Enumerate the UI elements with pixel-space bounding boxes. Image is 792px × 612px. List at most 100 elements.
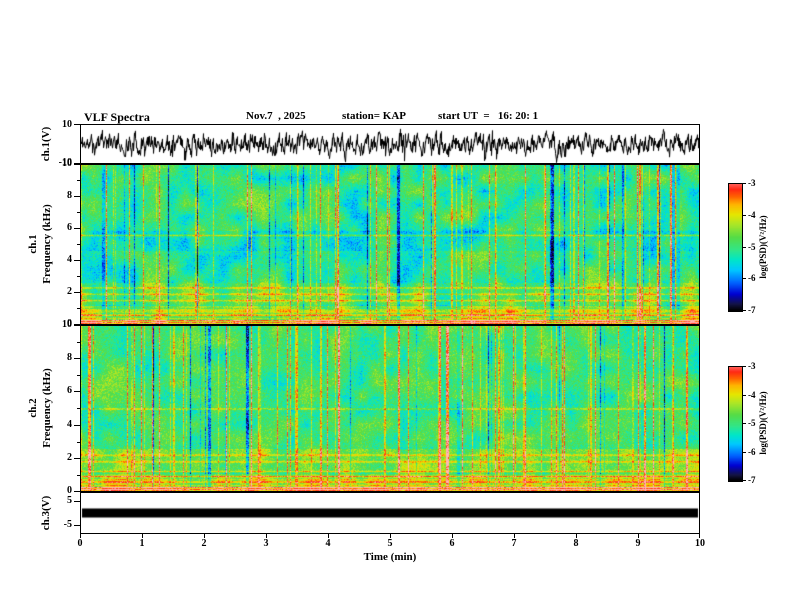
tick-label: 4 xyxy=(67,419,72,430)
tick-mark xyxy=(452,534,453,538)
tick-label: 6 xyxy=(449,538,455,549)
tick-label: 10 xyxy=(62,319,72,330)
tick-mark xyxy=(74,425,80,426)
ch1-spectrogram-canvas xyxy=(81,165,699,324)
ch3-waveform-panel xyxy=(80,492,700,534)
ch1-colorbar xyxy=(728,183,743,312)
ch2-frequency-axis-label: Frequency (kHz) xyxy=(41,368,53,448)
tick-mark xyxy=(743,183,746,184)
tick-mark xyxy=(74,391,80,392)
tick-mark xyxy=(638,534,639,538)
tick-label: -6 xyxy=(748,273,756,283)
tick-label: -7 xyxy=(748,305,756,315)
tick-mark xyxy=(142,534,143,538)
tick-mark xyxy=(77,475,80,476)
tick-mark xyxy=(743,452,746,453)
tick-label: 4 xyxy=(67,254,72,265)
tick-mark xyxy=(74,124,80,125)
tick-mark xyxy=(74,164,80,165)
tick-label: -4 xyxy=(748,210,756,220)
tick-label: -5 xyxy=(748,242,756,252)
start-ut-label: start UT = 16: 20: 1 xyxy=(438,110,539,122)
tick-mark xyxy=(80,534,81,538)
tick-mark xyxy=(77,180,80,181)
tick-mark xyxy=(74,491,80,492)
tick-mark xyxy=(514,534,515,538)
tick-label: 2 xyxy=(67,452,72,463)
tick-mark xyxy=(743,215,746,216)
tick-mark xyxy=(743,366,746,367)
ch1-frequency-axis-label: Frequency (kHz) xyxy=(41,204,53,284)
ch3-waveform-canvas xyxy=(81,493,699,533)
tick-mark xyxy=(74,501,80,502)
tick-label: -6 xyxy=(748,447,756,457)
tick-label: 0 xyxy=(67,318,72,329)
tick-label: 7 xyxy=(511,538,517,549)
tick-mark xyxy=(74,292,80,293)
tick-label: 5 xyxy=(67,495,72,506)
tick-label: 2 xyxy=(201,538,207,549)
tick-mark xyxy=(77,442,80,443)
tick-mark xyxy=(74,324,80,325)
ch2-spectrogram-panel xyxy=(80,325,700,492)
tick-label: 2 xyxy=(67,286,72,297)
tick-label: 1 xyxy=(139,538,145,549)
tick-mark xyxy=(74,196,80,197)
tick-label: -5 xyxy=(748,418,756,428)
tick-mark xyxy=(74,525,80,526)
ch2-colorbar xyxy=(728,366,743,482)
tick-mark xyxy=(743,423,746,424)
tick-label: 6 xyxy=(67,222,72,233)
tick-mark xyxy=(77,276,80,277)
tick-label: -4 xyxy=(748,390,756,400)
ch2-spec-channel-label: ch.2 xyxy=(27,398,39,418)
tick-label: 6 xyxy=(67,385,72,396)
tick-mark xyxy=(743,278,746,279)
tick-label: 0 xyxy=(77,538,83,549)
ch1-voltage-axis-label: ch.1(V) xyxy=(40,126,52,162)
ch1-waveform-panel xyxy=(80,124,700,164)
tick-label: 8 xyxy=(573,538,579,549)
tick-mark xyxy=(266,534,267,538)
tick-mark xyxy=(74,458,80,459)
tick-mark xyxy=(74,325,80,326)
date-label: Nov.7 , 2025 xyxy=(246,110,306,122)
tick-mark xyxy=(77,308,80,309)
tick-label: 10 xyxy=(62,158,72,169)
time-axis-label: Time (min) xyxy=(363,551,417,563)
tick-mark xyxy=(390,534,391,538)
tick-mark xyxy=(328,534,329,538)
tick-mark xyxy=(77,408,80,409)
tick-label: -3 xyxy=(748,178,756,188)
ch1-spectrogram-panel xyxy=(80,164,700,325)
tick-label: 4 xyxy=(325,538,331,549)
tick-label: 9 xyxy=(635,538,641,549)
tick-label: 3 xyxy=(263,538,269,549)
tick-mark xyxy=(204,534,205,538)
tick-mark xyxy=(74,260,80,261)
tick-mark xyxy=(77,212,80,213)
tick-label: -5 xyxy=(63,519,72,530)
tick-mark xyxy=(77,342,80,343)
tick-mark xyxy=(74,163,80,164)
tick-mark xyxy=(743,310,746,311)
tick-mark xyxy=(74,228,80,229)
tick-label: 10 xyxy=(62,119,72,130)
tick-label: 8 xyxy=(67,352,72,363)
tick-mark xyxy=(743,395,746,396)
ch2-spectrogram-canvas xyxy=(81,326,699,491)
ch1-spec-channel-label: ch.1 xyxy=(27,234,39,254)
ch1-waveform-canvas xyxy=(81,125,699,163)
tick-mark xyxy=(743,480,746,481)
tick-label: 8 xyxy=(67,190,72,201)
tick-mark xyxy=(699,534,700,538)
tick-label: -10 xyxy=(58,157,72,168)
tick-mark xyxy=(77,244,80,245)
tick-mark xyxy=(74,358,80,359)
tick-label: -3 xyxy=(748,361,756,371)
station-label: station= KAP xyxy=(342,110,407,122)
tick-mark xyxy=(576,534,577,538)
tick-mark xyxy=(77,375,80,376)
tick-label: 0 xyxy=(67,485,72,496)
